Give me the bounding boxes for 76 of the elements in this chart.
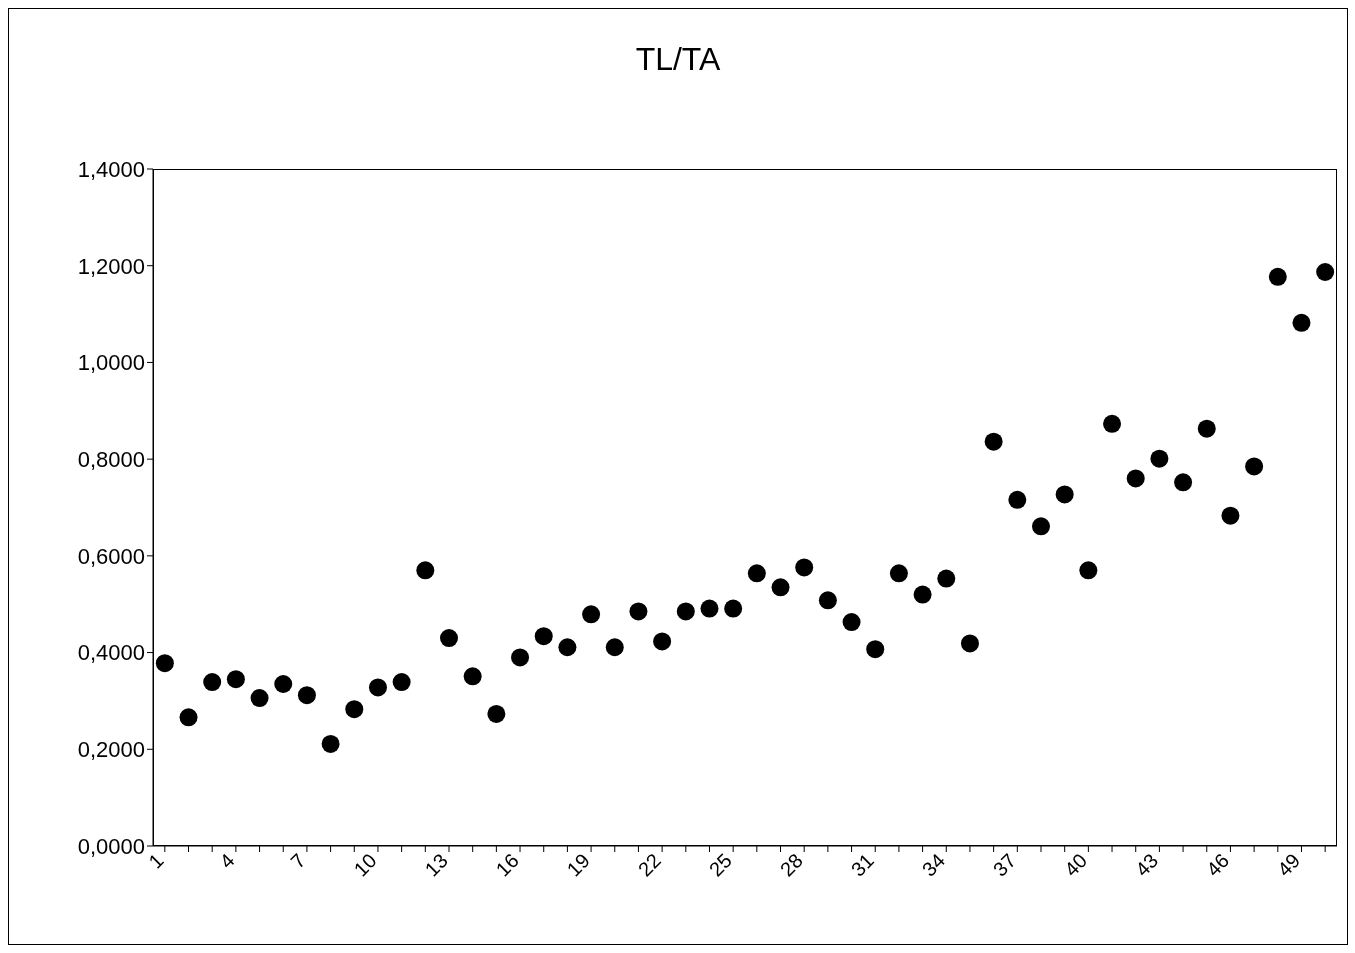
- y-tick-label: 1,2000: [77, 253, 145, 279]
- point: [345, 700, 364, 719]
- y-tick-label: 1,4000: [77, 156, 145, 182]
- point: [1197, 419, 1216, 438]
- x-tick-label: 34: [917, 849, 950, 881]
- point: [226, 670, 245, 689]
- point: [771, 578, 790, 597]
- point: [368, 678, 387, 697]
- point: [155, 654, 174, 673]
- point: [321, 734, 340, 753]
- point: [1055, 485, 1074, 504]
- point: [724, 599, 743, 618]
- x-tick-label: 10: [349, 849, 381, 881]
- point: [866, 640, 885, 659]
- point: [179, 708, 198, 727]
- point: [1316, 263, 1335, 281]
- x-tick-label: 37: [988, 849, 1021, 881]
- point: [1032, 517, 1050, 536]
- point: [818, 591, 837, 610]
- point: [487, 704, 506, 723]
- x-tick-label: 16: [491, 849, 523, 881]
- x-tick-label: 28: [775, 849, 808, 881]
- point: [511, 648, 530, 667]
- x-tick-label: 7: [286, 849, 310, 873]
- y-tick-label: 0,6000: [77, 543, 145, 569]
- point: [440, 629, 458, 648]
- x-tick-label: 13: [420, 849, 452, 881]
- point: [558, 638, 577, 657]
- point: [1292, 313, 1311, 332]
- point: [676, 602, 695, 621]
- y-tick-label: 0,2000: [77, 737, 145, 763]
- point: [937, 569, 956, 588]
- x-tick-label: 46: [1201, 849, 1234, 881]
- y-tick-label: 1,0000: [77, 350, 145, 376]
- point: [700, 599, 719, 618]
- point: [1150, 449, 1169, 468]
- point: [463, 667, 482, 686]
- x-tick-label: 40: [1059, 849, 1092, 881]
- point: [416, 561, 435, 580]
- point: [795, 558, 814, 577]
- point: [653, 632, 672, 651]
- x-tick-label: 25: [704, 849, 736, 881]
- point: [534, 627, 553, 646]
- point: [629, 602, 648, 621]
- point: [889, 564, 908, 583]
- point: [274, 675, 293, 693]
- point: [842, 613, 861, 632]
- point: [203, 673, 222, 692]
- point: [392, 673, 411, 692]
- point: [960, 634, 979, 653]
- point: [1221, 506, 1240, 525]
- point: [1268, 267, 1287, 286]
- point: [1174, 473, 1193, 492]
- x-tick-label: 1: [144, 849, 168, 873]
- y-tick-label: 0,0000: [77, 833, 145, 859]
- chart-title: TL/TA: [634, 41, 722, 78]
- point: [747, 564, 766, 583]
- x-tick-label: 31: [846, 849, 879, 881]
- point: [984, 432, 1003, 451]
- point: [1126, 469, 1145, 488]
- point: [1079, 561, 1098, 580]
- point: [1103, 414, 1122, 433]
- point: [1245, 457, 1264, 476]
- x-tick-label: 49: [1273, 849, 1305, 881]
- x-tick-label: 43: [1130, 849, 1163, 881]
- point: [582, 605, 601, 624]
- point: [1008, 490, 1027, 509]
- x-tick-label: 4: [215, 849, 239, 873]
- point: [297, 686, 316, 705]
- y-tick-label: 0,8000: [77, 446, 145, 472]
- point: [605, 638, 624, 657]
- x-tick-label: 19: [562, 849, 594, 881]
- y-tick-label: 0,4000: [77, 640, 145, 666]
- point: [913, 585, 932, 604]
- point: [250, 689, 269, 708]
- x-tick-label: 22: [633, 849, 665, 881]
